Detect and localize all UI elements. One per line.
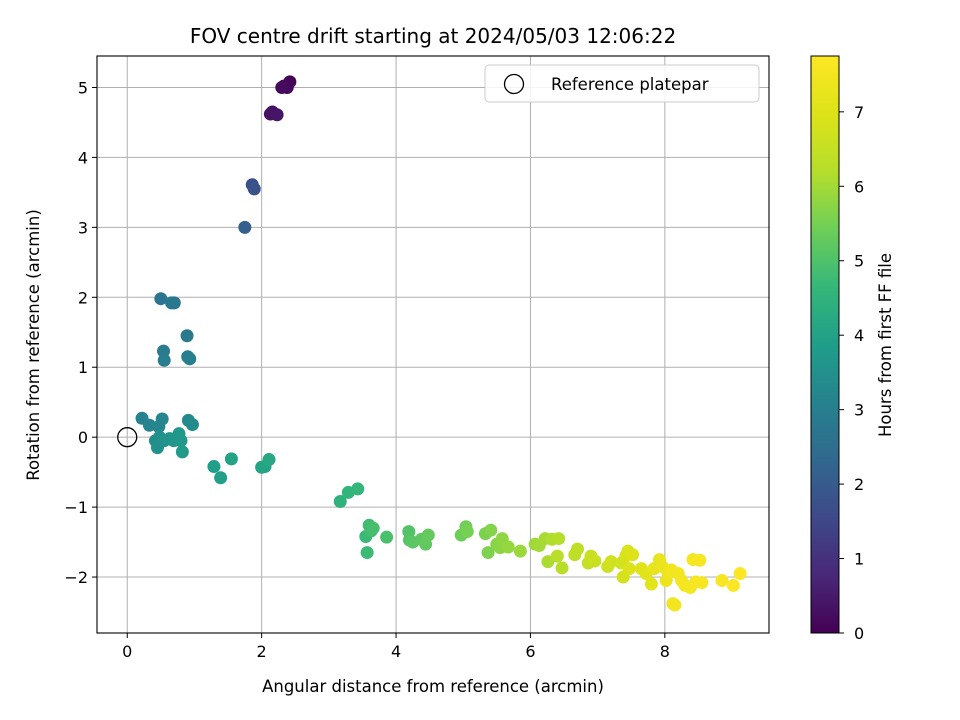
data-point <box>513 544 527 558</box>
y-axis: −2 −1 0 1 2 3 4 5 <box>64 78 97 587</box>
colorbar-tick-label: 6 <box>854 177 864 196</box>
data-point <box>541 555 555 569</box>
data-point <box>275 80 289 94</box>
data-point <box>175 445 189 459</box>
data-point <box>715 574 729 588</box>
data-point <box>214 471 228 485</box>
data-point <box>380 530 394 544</box>
legend: Reference platepar <box>484 64 760 103</box>
x-tick-label: 4 <box>391 642 401 661</box>
y-tick-label: 5 <box>78 78 88 97</box>
data-point <box>693 553 707 567</box>
data-point <box>247 182 261 196</box>
y-tick-label: 2 <box>78 288 88 307</box>
colorbar-tick-label: 2 <box>854 475 864 494</box>
x-tick-label: 2 <box>257 642 267 661</box>
data-point <box>668 598 682 612</box>
data-points <box>117 75 747 612</box>
colorbar-tick-label: 5 <box>854 252 864 271</box>
colorbar-gradient <box>810 55 840 634</box>
colorbar-tick-label: 0 <box>854 624 864 643</box>
data-point <box>183 352 197 366</box>
data-point <box>644 577 658 591</box>
data-point <box>157 353 171 367</box>
colorbar-tick-label: 1 <box>854 550 864 569</box>
data-point <box>174 434 188 448</box>
y-tick-label: −2 <box>64 568 88 587</box>
data-point <box>552 532 566 546</box>
data-point <box>207 460 221 474</box>
colorbar-tick-label: 4 <box>854 326 864 345</box>
x-axis-label: Angular distance from reference (arcmin) <box>262 677 604 696</box>
data-point <box>270 108 284 122</box>
legend-box <box>484 64 760 103</box>
y-tick-label: 4 <box>78 148 88 167</box>
data-point <box>550 549 564 563</box>
colorbar-label: Hours from first FF file <box>876 253 895 437</box>
data-point <box>366 521 380 535</box>
x-tick-label: 0 <box>122 642 132 661</box>
data-point <box>460 525 474 539</box>
data-point <box>185 418 199 432</box>
data-point <box>333 495 347 509</box>
data-point <box>570 542 584 556</box>
data-point <box>484 523 498 537</box>
y-tick-label: 1 <box>78 358 88 377</box>
data-point <box>481 546 495 560</box>
data-point <box>154 292 168 306</box>
data-point <box>155 412 169 426</box>
chart-title: FOV centre drift starting at 2024/05/03 … <box>190 24 676 48</box>
x-axis: 0 2 4 6 8 <box>122 633 670 661</box>
x-tick-label: 8 <box>660 642 670 661</box>
legend-entry-reference: Reference platepar <box>551 75 709 94</box>
y-tick-label: 0 <box>78 428 88 447</box>
data-point <box>165 296 179 310</box>
data-point <box>180 329 194 343</box>
y-tick-label: 3 <box>78 218 88 237</box>
reference-platepar-marker <box>117 427 138 448</box>
data-point <box>351 482 365 496</box>
legend-marker-reference <box>503 73 525 95</box>
data-point <box>626 548 640 562</box>
colorbar-tick-label: 7 <box>854 103 864 122</box>
data-point <box>733 567 747 581</box>
data-point <box>588 554 602 568</box>
data-point <box>622 562 636 576</box>
data-point <box>726 578 740 592</box>
data-point <box>555 561 569 575</box>
colorbar-tick-label: 3 <box>854 401 864 420</box>
colorbar: 0 1 2 3 4 5 6 7 Hours from first FF file <box>810 55 895 643</box>
data-point <box>262 453 276 467</box>
x-tick-label: 6 <box>525 642 535 661</box>
y-tick-label: −1 <box>64 498 88 517</box>
data-point <box>501 540 515 554</box>
data-point <box>604 555 618 569</box>
data-point <box>421 528 435 542</box>
data-point <box>695 576 709 590</box>
grid <box>97 56 769 633</box>
y-axis-label: Rotation from reference (arcmin) <box>24 209 43 481</box>
data-point <box>238 220 252 234</box>
data-point <box>360 546 374 560</box>
plot-frame <box>96 55 770 634</box>
data-point <box>224 452 238 466</box>
